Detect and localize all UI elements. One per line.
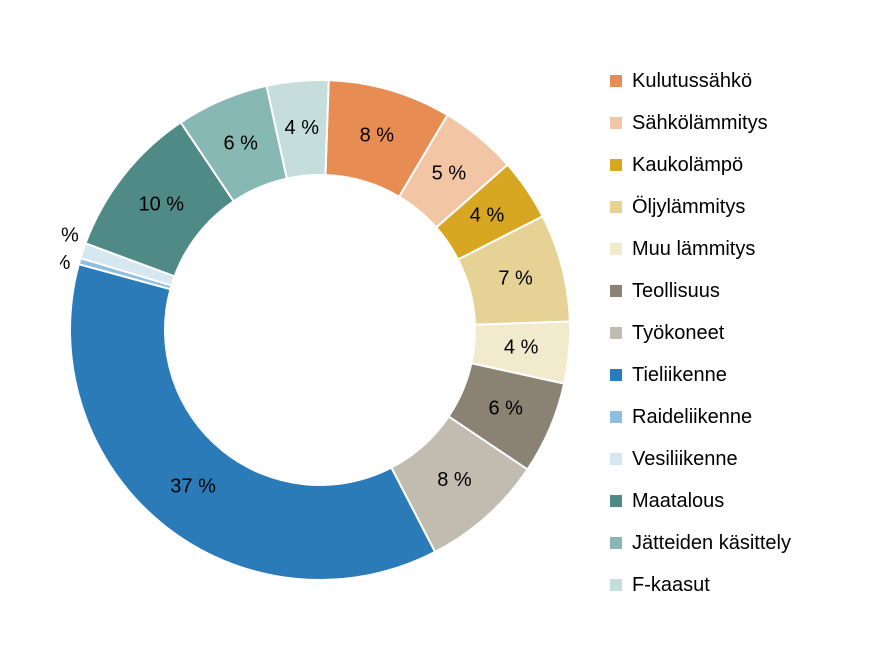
slice-label: 4 % (504, 337, 539, 359)
slice-label: 0 % (60, 252, 71, 274)
legend-item: Jätteiden käsittely (610, 522, 880, 564)
legend-marker-icon (610, 537, 622, 549)
legend-marker-icon (610, 369, 622, 381)
legend-item: Kulutussähkö (610, 60, 880, 102)
legend-item: Työkoneet (610, 312, 880, 354)
legend-label: Sähkölämmitys (632, 112, 768, 135)
legend-label: Vesiliikenne (632, 448, 738, 471)
legend-item: F-kaasut (610, 564, 880, 606)
legend-label: Maatalous (632, 490, 724, 513)
legend-marker-icon (610, 327, 622, 339)
legend-item: Vesiliikenne (610, 438, 880, 480)
donut-chart: 8 %5 %4 %7 %4 %6 %8 %37 %0 %1 %10 %6 %4 … (60, 30, 580, 630)
legend-label: Muu lämmitys (632, 238, 755, 261)
legend-label: Öljylämmitys (632, 196, 745, 219)
legend-marker-icon (610, 201, 622, 213)
legend-marker-icon (610, 411, 622, 423)
legend-label: Kaukolämpö (632, 154, 743, 177)
legend-label: Teollisuus (632, 280, 720, 303)
slice-tieliikenne (70, 264, 435, 580)
legend-item: Öljylämmitys (610, 186, 880, 228)
slice-label: 1 % (60, 224, 79, 246)
slice-label: 6 % (224, 132, 259, 154)
legend-label: Jätteiden käsittely (632, 532, 791, 555)
legend-marker-icon (610, 579, 622, 591)
legend-marker-icon (610, 243, 622, 255)
legend-label: Tieliikenne (632, 364, 727, 387)
legend-label: Raideliikenne (632, 406, 752, 429)
legend-marker-icon (610, 453, 622, 465)
slice-label: 37 % (170, 475, 216, 497)
legend-item: Maatalous (610, 480, 880, 522)
slice-label: 5 % (432, 163, 467, 185)
legend-marker-icon (610, 495, 622, 507)
slice-label: 8 % (437, 469, 472, 491)
slice-label: 4 % (470, 205, 505, 227)
legend-item: Tieliikenne (610, 354, 880, 396)
legend-label: Kulutussähkö (632, 70, 752, 93)
legend-item: Raideliikenne (610, 396, 880, 438)
legend: Kulutussähkö Sähkölämmitys Kaukolämpö Öljyl… (610, 60, 880, 606)
legend-marker-icon (610, 75, 622, 87)
chart-container: 8 %5 %4 %7 %4 %6 %8 %37 %0 %1 %10 %6 %4 … (0, 0, 890, 663)
legend-item: Muu lämmitys (610, 228, 880, 270)
legend-item: Teollisuus (610, 270, 880, 312)
slice-label: 7 % (498, 268, 533, 290)
slice-label: 6 % (488, 398, 523, 420)
legend-marker-icon (610, 159, 622, 171)
legend-item: Kaukolämpö (610, 144, 880, 186)
slice-label: 8 % (360, 124, 395, 146)
legend-label: F-kaasut (632, 574, 710, 597)
legend-marker-icon (610, 117, 622, 129)
slice-label: 10 % (138, 193, 184, 215)
legend-item: Sähkölämmitys (610, 102, 880, 144)
legend-label: Työkoneet (632, 322, 724, 345)
slice-label: 4 % (285, 117, 320, 139)
legend-marker-icon (610, 285, 622, 297)
